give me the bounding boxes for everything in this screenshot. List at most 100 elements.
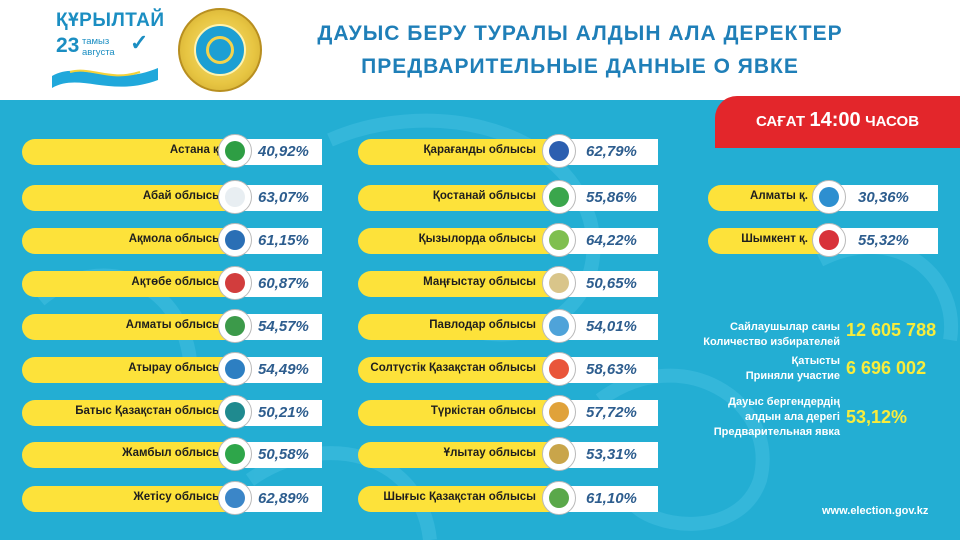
region-row: Ақмола облысы 61,15% bbox=[22, 223, 322, 257]
region-name: Түркістан облысы bbox=[430, 405, 536, 417]
region-turnout: 40,92% bbox=[258, 143, 309, 160]
city-row: Шымкент қ. 55,32% bbox=[708, 223, 938, 257]
city-turnout: 55,32% bbox=[858, 232, 909, 249]
participated-label: Қатысты Приняли участие bbox=[745, 355, 840, 382]
region-row: Абай облысы 63,07% bbox=[22, 180, 322, 214]
region-row: Астана қ. 40,92% bbox=[22, 134, 322, 168]
region-turnout: 61,15% bbox=[258, 232, 309, 249]
region-emblem-icon bbox=[542, 266, 576, 300]
region-row: Шығыс Қазақстан облысы 61,10% bbox=[358, 481, 658, 515]
region-turnout: 54,49% bbox=[258, 361, 309, 378]
city-emblem-icon bbox=[812, 223, 846, 257]
region-emblem-icon bbox=[542, 309, 576, 343]
region-turnout: 63,07% bbox=[258, 189, 309, 206]
region-name: Абай облысы bbox=[142, 190, 222, 202]
region-name: Қызылорда облысы bbox=[418, 233, 536, 245]
region-turnout: 55,86% bbox=[586, 189, 637, 206]
region-turnout: 60,87% bbox=[258, 275, 309, 292]
region-turnout: 62,89% bbox=[258, 490, 309, 507]
region-row: Маңғыстау облысы 50,65% bbox=[358, 266, 658, 300]
region-row: Павлодар облысы 54,01% bbox=[358, 309, 658, 343]
flag-ribbon-icon bbox=[52, 68, 158, 88]
region-row: Солтүстік Қазақстан облысы 58,63% bbox=[358, 352, 658, 386]
region-name: Солтүстік Қазақстан облысы bbox=[370, 362, 536, 374]
region-emblem-icon bbox=[218, 223, 252, 257]
website-link[interactable]: www.election.gov.kz bbox=[822, 505, 929, 517]
region-row: Ұлытау облысы 53,31% bbox=[358, 437, 658, 471]
participated-value: 6 696 002 bbox=[846, 358, 927, 378]
region-row: Түркістан облысы 57,72% bbox=[358, 395, 658, 429]
city-turnout: 30,36% bbox=[858, 189, 909, 206]
kurultai-logo: ҚҰРЫЛТАЙ 23 тамыз августа ✓ bbox=[50, 8, 164, 93]
region-row: Қарағанды облысы 62,79% bbox=[358, 134, 658, 168]
region-name: Алматы облысы bbox=[125, 319, 222, 331]
time-label-kz: САҒАТ bbox=[755, 113, 805, 130]
region-emblem-icon bbox=[542, 481, 576, 515]
region-emblem-icon bbox=[218, 437, 252, 471]
time-value: 14:00 bbox=[809, 109, 861, 131]
region-name: Маңғыстау облысы bbox=[423, 276, 536, 288]
region-turnout: 50,21% bbox=[258, 404, 309, 421]
region-name: Атырау облысы bbox=[128, 362, 222, 374]
region-emblem-icon bbox=[542, 223, 576, 257]
region-emblem-icon bbox=[542, 180, 576, 214]
region-name: Жетісу облысы bbox=[133, 491, 222, 503]
region-emblem-icon bbox=[542, 437, 576, 471]
city-emblem-icon bbox=[812, 180, 846, 214]
region-row: Батыс Қазақстан облысы 50,21% bbox=[22, 395, 322, 429]
region-name: Батыс Қазақстан облысы bbox=[75, 405, 222, 417]
region-turnout: 53,31% bbox=[586, 446, 637, 463]
region-emblem-icon bbox=[218, 309, 252, 343]
time-label-ru: ЧАСОВ bbox=[865, 113, 920, 130]
region-row: Қызылорда облысы 64,22% bbox=[358, 223, 658, 257]
region-name: Астана қ. bbox=[169, 144, 222, 156]
region-turnout: 57,72% bbox=[586, 404, 637, 421]
logo-date-kz: тамыз bbox=[82, 36, 110, 47]
region-turnout: 54,57% bbox=[258, 318, 309, 335]
time-box: САҒАТ 14:00 ЧАСОВ bbox=[715, 96, 960, 148]
region-turnout: 50,65% bbox=[586, 275, 637, 292]
turnout-label: Дауыс бергендердің алдын ала дерегі Пред… bbox=[713, 396, 840, 438]
title-ru: ПРЕДВАРИТЕЛЬНЫЕ ДАННЫЕ О ЯВКЕ bbox=[361, 55, 799, 78]
title-kz: ДАУЫС БЕРУ ТУРАЛЫ АЛДЫН АЛА ДЕРЕКТЕР bbox=[317, 22, 843, 45]
region-emblem-icon bbox=[542, 134, 576, 168]
logo-number: 23 bbox=[56, 34, 80, 57]
city-name: Шымкент қ. bbox=[741, 233, 808, 245]
region-turnout: 58,63% bbox=[586, 361, 637, 378]
region-row: Жетісу облысы 62,89% bbox=[22, 481, 322, 515]
region-turnout: 62,79% bbox=[586, 143, 637, 160]
region-emblem-icon bbox=[542, 395, 576, 429]
city-row: Алматы қ. 30,36% bbox=[708, 180, 938, 214]
region-name: Қарағанды облысы bbox=[423, 144, 536, 156]
region-name: Жамбыл облысы bbox=[122, 447, 222, 459]
region-emblem-icon bbox=[218, 266, 252, 300]
turnout-value: 53,12% bbox=[846, 407, 908, 427]
checkmark-icon: ✓ bbox=[130, 30, 149, 55]
region-turnout: 50,58% bbox=[258, 446, 309, 463]
region-turnout: 64,22% bbox=[586, 232, 637, 249]
election-commission-emblem bbox=[178, 8, 262, 92]
region-row: Ақтөбе облысы 60,87% bbox=[22, 266, 322, 300]
header: ҚҰРЫЛТАЙ 23 тамыз августа ✓ ДАУЫС БЕРУ Т… bbox=[0, 0, 960, 100]
region-name: Ұлытау облысы bbox=[443, 447, 536, 459]
logo-date-ru: августа bbox=[82, 47, 115, 58]
region-emblem-icon bbox=[218, 134, 252, 168]
region-row: Қостанай облысы 55,86% bbox=[358, 180, 658, 214]
region-row: Атырау облысы 54,49% bbox=[22, 352, 322, 386]
region-name: Ақтөбе облысы bbox=[131, 276, 222, 288]
region-name: Павлодар облысы bbox=[429, 319, 536, 331]
region-emblem-icon bbox=[218, 180, 252, 214]
region-turnout: 61,10% bbox=[586, 490, 637, 507]
region-turnout: 54,01% bbox=[586, 318, 637, 335]
region-row: Алматы облысы 54,57% bbox=[22, 309, 322, 343]
region-emblem-icon bbox=[218, 352, 252, 386]
region-name: Шығыс Қазақстан облысы bbox=[383, 491, 536, 503]
logo-title: ҚҰРЫЛТАЙ bbox=[56, 10, 165, 31]
region-emblem-icon bbox=[542, 352, 576, 386]
region-emblem-icon bbox=[218, 481, 252, 515]
voters-label: Сайлаушылар саны Количество избирателей bbox=[703, 321, 840, 348]
region-row: Жамбыл облысы 50,58% bbox=[22, 437, 322, 471]
voters-value: 12 605 788 bbox=[846, 320, 937, 340]
city-name: Алматы қ. bbox=[750, 190, 808, 202]
region-name: Қостанай облысы bbox=[432, 190, 536, 202]
